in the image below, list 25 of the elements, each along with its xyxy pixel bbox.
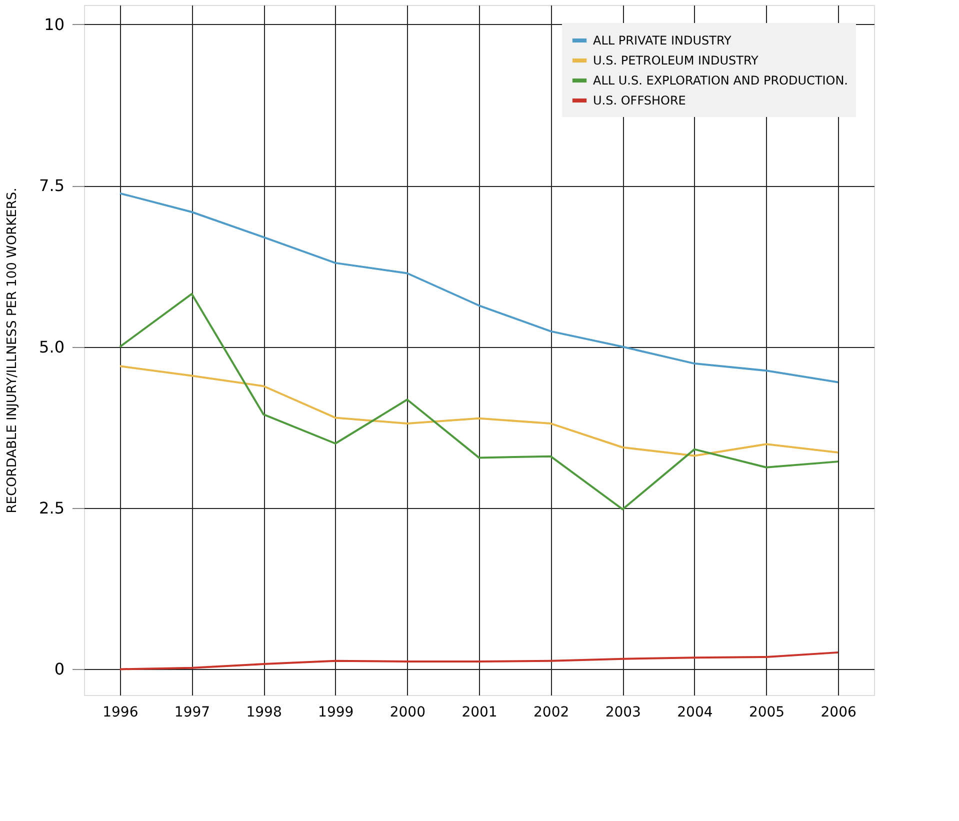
line-series	[118, 192, 840, 384]
y-tick-label: 5.0	[39, 337, 64, 356]
x-tick-label: 2001	[462, 704, 498, 720]
x-tick-label: 1999	[318, 704, 354, 720]
line-series	[118, 651, 840, 670]
line-series	[118, 292, 840, 510]
y-tick-label: 0	[54, 660, 64, 679]
y-tick-label: 10	[44, 14, 64, 34]
x-tick-label: 1996	[102, 704, 138, 720]
legend-label: U.S. PETROLEUM INDUSTRY	[593, 54, 760, 68]
x-tick-label: 2003	[605, 704, 641, 720]
x-tick-label: 2002	[534, 704, 570, 720]
y-tick-label: 2.5	[39, 498, 64, 518]
x-tick-label: 1998	[246, 704, 282, 720]
legend-label: ALL U.S. EXPLORATION AND PRODUCTION.	[593, 74, 848, 88]
legend-label: ALL PRIVATE INDUSTRY	[593, 34, 732, 48]
y-axis-title: RECORDABLE INJURY/ILLNESS PER 100 WORKERS.	[5, 188, 20, 514]
x-tick-label: 1997	[174, 704, 210, 720]
line-series	[118, 365, 840, 457]
y-tick-label: 7.5	[39, 176, 64, 196]
legend-label: U.S. OFFSHORE	[593, 94, 686, 108]
x-tick-label: 2006	[820, 704, 856, 720]
x-tick-label: 2004	[677, 704, 713, 720]
x-tick-label: 2005	[748, 704, 785, 720]
x-tick-label: 2000	[390, 704, 426, 720]
